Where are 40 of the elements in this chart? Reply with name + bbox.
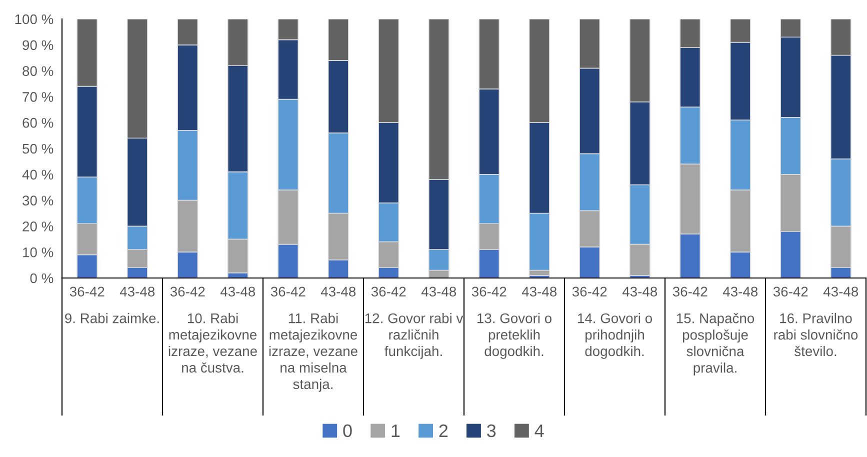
- x-tick-label: 43-48: [421, 286, 456, 297]
- x-tick-label: 36-42: [672, 286, 708, 297]
- x-tick-label: 43-48: [522, 286, 557, 297]
- x-tick-label: 43-48: [823, 286, 858, 297]
- y-tick-label: 20 %: [22, 222, 54, 232]
- text: 16. Pravilno rabi slovnično število.: [774, 313, 858, 356]
- y-tick-label: 50 %: [22, 144, 54, 154]
- y-tick-label: 100 %: [15, 14, 54, 24]
- y-tick-label: 60 %: [22, 118, 54, 128]
- text: 10. Rabi metajezikovne izraze, vezane na čustva.: [168, 313, 257, 373]
- legend-label: 0: [343, 424, 352, 438]
- y-tick-label: 30 %: [22, 196, 54, 206]
- x-tick-label: 43-48: [320, 286, 356, 297]
- x-tick-label: 36-42: [572, 286, 607, 297]
- text: 9. Rabi zaimke.: [65, 313, 159, 324]
- legend-label: 3: [487, 424, 496, 438]
- x-tick-label: 36-42: [371, 286, 406, 297]
- x-tick-label: 36-42: [773, 286, 808, 297]
- x-tick-label: 43-48: [120, 286, 155, 297]
- x-tick-label: 43-48: [220, 286, 256, 297]
- y-tick-label: 70 %: [22, 92, 54, 102]
- x-tick-label: 43-48: [722, 286, 758, 297]
- legend-label: 4: [534, 424, 544, 438]
- legend-label: 2: [439, 424, 448, 438]
- text: 14. Govori o prihodnjih dogodkih.: [578, 313, 652, 359]
- text: 15. Napačno posplošuje slovnična pravila.: [676, 313, 754, 376]
- text: 11. Rabi metajezikovne izraze, vezane na miselna stanja.: [269, 313, 358, 392]
- y-tick-label: 10 %: [23, 247, 54, 258]
- x-tick-label: 36-42: [170, 286, 205, 297]
- x-tick-label: 36-42: [270, 286, 306, 297]
- x-tick-label: 43-48: [622, 286, 658, 297]
- legend-label: 1: [392, 424, 400, 438]
- y-tick-label: 40 %: [22, 170, 54, 180]
- y-tick-label: 90 %: [22, 40, 54, 50]
- text: 12. Govor rabi v različnih funkcijah.: [365, 313, 464, 359]
- x-tick-label: 36-42: [472, 286, 506, 297]
- text: 13. Govori o preteklih dogodkih.: [477, 313, 552, 359]
- x-tick-label: 36-42: [70, 286, 104, 297]
- y-tick-label: 80 %: [22, 66, 54, 76]
- y-tick-label: 0 %: [30, 273, 54, 284]
